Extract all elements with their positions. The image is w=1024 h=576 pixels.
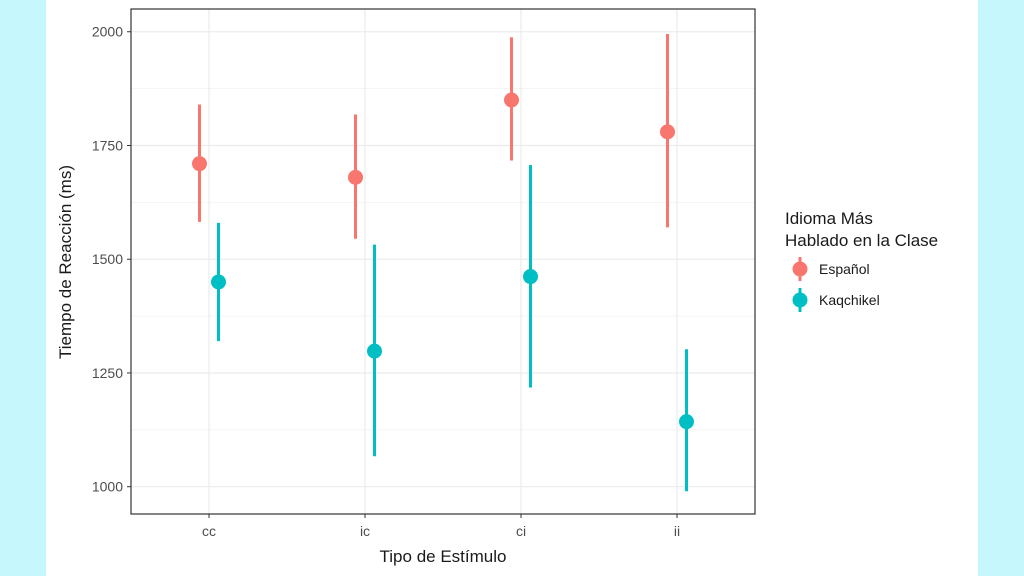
point-espanol-ci (504, 92, 519, 108)
point-espanol-cc (192, 156, 207, 172)
legend-title-line2: Hablado en la Clase (785, 231, 938, 250)
plot-panel-border (130, 8, 756, 515)
slide-background: 1000 1250 1500 1750 2000 cc ic ci ii Tipo de Es… (46, 0, 978, 576)
x-tick-label: ic (360, 523, 370, 539)
x-tick-label: ci (516, 523, 526, 539)
legend-keys (792, 257, 808, 312)
y-tick-label: 2000 (92, 24, 123, 40)
y-tick-label: 1500 (92, 251, 123, 267)
x-axis: cc ic ci ii (202, 514, 680, 539)
chart: 1000 1250 1500 1750 2000 cc ic ci ii Tipo de Es… (56, 8, 938, 566)
point-espanol-ic (348, 169, 363, 185)
x-tick-label: cc (202, 523, 216, 539)
legend-label-kaqchikel: Kaqchikel (819, 292, 880, 308)
point-kaqchikel-ic (367, 343, 382, 359)
y-tick-label: 1000 (92, 479, 123, 495)
point-kaqchikel-ci (523, 269, 538, 285)
data-marks (192, 34, 694, 492)
y-tick-label: 1750 (92, 137, 123, 153)
legend-label-espanol: Español (819, 261, 870, 277)
legend-key-point-kaqchikel (792, 292, 808, 308)
legend-title-line1: Idioma Más (785, 209, 873, 228)
x-axis-title: Tipo de Estímulo (380, 547, 507, 566)
point-espanol-ii (660, 124, 675, 140)
legend: Idioma Más Hablado en la Clase Español K… (785, 209, 938, 312)
point-kaqchikel-ii (679, 414, 694, 430)
y-axis: 1000 1250 1500 1750 2000 (92, 24, 131, 495)
grid (131, 9, 755, 514)
y-tick-label: 1250 (92, 365, 123, 381)
point-kaqchikel-cc (211, 274, 226, 290)
x-tick-label: ii (674, 523, 680, 539)
legend-key-point-espanol (792, 261, 808, 277)
y-axis-title: Tiempo de Reacción (ms) (56, 165, 75, 359)
